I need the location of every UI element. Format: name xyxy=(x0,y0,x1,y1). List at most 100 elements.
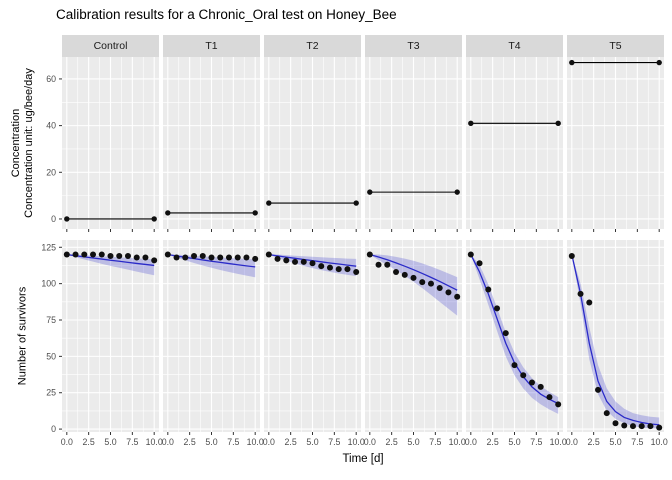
observation-point xyxy=(243,254,250,261)
observation-point xyxy=(612,420,619,427)
concentration-panel-Control xyxy=(62,57,159,232)
y-tick-label: 75 xyxy=(46,315,56,325)
observation-point xyxy=(621,422,628,429)
x-tick-label: 0.0 xyxy=(364,437,376,447)
observation-point xyxy=(326,264,333,271)
y-tick-label: 100 xyxy=(41,279,56,289)
x-axis-title: Time [d] xyxy=(342,453,384,465)
x-tick-label: 5.0 xyxy=(609,437,621,447)
facet-strip-T5: T5 xyxy=(567,35,664,57)
fit-line xyxy=(66,253,155,267)
x-tick-label: 2.5 xyxy=(588,437,600,447)
gridlines xyxy=(466,57,563,229)
x-tick-marks: 0.0 2.5 5.0 7.5 10.0 xyxy=(162,432,264,447)
concentration-point xyxy=(656,59,662,66)
facet-strip-T4: T4 xyxy=(466,35,563,57)
x-tick-label: 0.0 xyxy=(566,437,578,447)
x-tick-marks: 0.0 2.5 5.0 7.5 10.0 xyxy=(364,432,466,447)
x-tick-marks xyxy=(268,229,357,232)
observation-point xyxy=(309,260,316,267)
observation-point xyxy=(445,289,452,296)
observation-point xyxy=(182,254,189,261)
x-tick-marks xyxy=(66,229,155,232)
survivors-y-axis: 0 25 50 75 100 125 xyxy=(41,242,62,434)
survivors-panel-T1: 0.0 2.5 5.0 7.5 10.0 xyxy=(162,240,264,447)
concentration-panel-T5 xyxy=(567,57,664,232)
observation-point xyxy=(292,258,299,265)
x-tick-marks xyxy=(369,229,458,232)
observation-point xyxy=(476,260,483,267)
observation-point xyxy=(151,257,158,264)
survivors-panel-T2: 0.0 2.5 5.0 7.5 10.0 xyxy=(263,240,365,447)
facet-strip-T3: T3 xyxy=(365,35,462,57)
x-tick-label: 10.0 xyxy=(550,437,567,447)
concentration-point xyxy=(64,216,70,222)
observation-point xyxy=(366,251,373,258)
x-tick-label: 0.0 xyxy=(465,437,477,447)
facet-T3: T3 0.0 2.5 5.0 7.5 10.0 xyxy=(364,35,466,450)
plot-title: Calibration results for a Chronic_Oral t… xyxy=(56,7,397,22)
observation-point xyxy=(335,266,342,273)
observation-point xyxy=(199,253,206,259)
credible-band xyxy=(167,254,256,278)
observation-point xyxy=(90,251,97,258)
x-tick-label: 7.5 xyxy=(227,437,239,447)
survivors-panel-T5: 0.0 2.5 5.0 7.5 10.0 xyxy=(566,240,668,447)
x-tick-label: 5.0 xyxy=(306,437,318,447)
observation-point xyxy=(252,255,259,262)
observation-point xyxy=(410,274,417,281)
observation-point xyxy=(638,423,645,430)
credible-band xyxy=(369,254,458,316)
concentration-point xyxy=(266,200,272,206)
gridlines xyxy=(365,240,462,432)
survivors-panel-T3: 0.0 2.5 5.0 7.5 10.0 xyxy=(364,240,466,447)
observation-point xyxy=(656,424,663,431)
survivors-panel-T4: 0.0 2.5 5.0 7.5 10.0 xyxy=(465,240,567,447)
observation-point xyxy=(401,271,408,278)
observation-point xyxy=(225,254,232,261)
x-tick-label: 2.5 xyxy=(184,437,196,447)
concentration-point xyxy=(468,120,474,126)
observation-point xyxy=(375,261,382,268)
observation-point xyxy=(520,372,527,379)
observation-point xyxy=(142,254,149,261)
concentration-panel-T2 xyxy=(264,57,361,232)
x-tick-label: 5.0 xyxy=(407,437,419,447)
observation-point xyxy=(546,394,553,401)
x-tick-marks: 0.0 2.5 5.0 7.5 10.0 xyxy=(263,432,365,447)
observation-point xyxy=(485,286,492,293)
x-tick-label: 10.0 xyxy=(651,437,668,447)
observation-point xyxy=(283,257,290,264)
concentration-point xyxy=(151,216,157,222)
observation-point xyxy=(384,261,391,268)
x-tick-label: 5.0 xyxy=(205,437,217,447)
observation-point xyxy=(577,290,584,297)
y-tick-label: 20 xyxy=(46,167,56,177)
facet-T2: T2 0.0 2.5 5.0 7.5 10.0 xyxy=(263,35,365,450)
fit-line xyxy=(571,254,660,426)
observation-point xyxy=(164,251,171,258)
observation-point xyxy=(63,251,70,258)
concentration-panel-T3 xyxy=(365,57,462,232)
credible-band xyxy=(66,254,155,276)
observation-point xyxy=(427,280,434,287)
observation-point xyxy=(528,379,535,386)
observation-point xyxy=(511,362,518,369)
observation-point xyxy=(344,266,351,273)
gridlines xyxy=(264,240,361,432)
concentration-point xyxy=(353,200,359,206)
x-tick-label: 5.0 xyxy=(508,437,520,447)
concentration-y-axis: 0 20 40 60 xyxy=(46,74,62,224)
observation-point xyxy=(274,255,281,262)
x-tick-label: 10.0 xyxy=(449,437,466,447)
x-tick-label: 2.5 xyxy=(285,437,297,447)
concentration-panel-T1 xyxy=(163,57,260,232)
observation-point xyxy=(502,330,509,337)
observation-point xyxy=(81,251,88,258)
x-tick-label: 0.0 xyxy=(162,437,174,447)
observation-point xyxy=(586,299,593,306)
observation-point xyxy=(555,401,562,408)
observation-point xyxy=(467,251,474,258)
y-tick-label: 25 xyxy=(46,388,56,398)
